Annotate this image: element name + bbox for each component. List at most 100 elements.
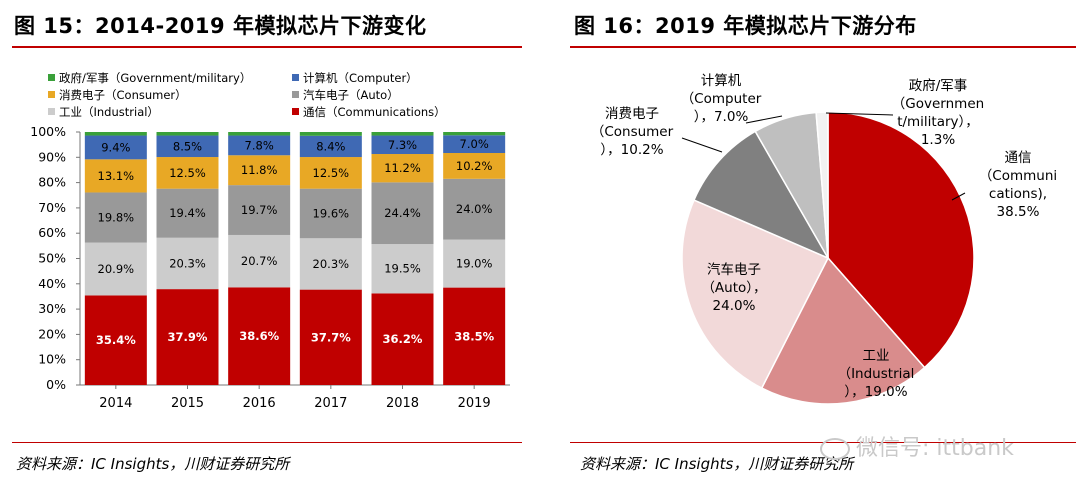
bar-segment-auto [443, 178, 506, 240]
bar-segment-consumer [299, 157, 362, 189]
legend-swatch-government [48, 74, 55, 81]
right-panel-title: 图 16：2019 年模拟芯片下游分布 [574, 14, 917, 38]
pie-chart: 通信 （Communi cations), 38.5% 工业 （Industrial ），1… [591, 73, 1057, 405]
legend-label-communications: 通信（Communications） [303, 105, 446, 119]
bar-segment-auto [228, 185, 291, 235]
slice-label-consumer: 消费电子 [605, 106, 659, 122]
y-tick-label: 30% [38, 301, 66, 316]
data-label-industrial: 20.7% [241, 254, 278, 268]
bar-segment-computer [228, 135, 291, 156]
legend-swatch-computer [292, 74, 299, 81]
data-label-auto: 19.8% [98, 211, 135, 225]
slice-label-auto: 24.0% [713, 298, 756, 314]
bar-segment-industrial [156, 237, 219, 290]
data-label-industrial: 19.0% [456, 257, 493, 271]
y-tick-label: 20% [38, 326, 66, 341]
slice-label-consumer: （Consumer [591, 124, 674, 140]
x-tick-label: 2017 [314, 396, 347, 411]
data-label-auto: 19.7% [241, 203, 278, 217]
bar-segment-auto [84, 192, 147, 243]
y-tick-label: 0% [46, 377, 66, 392]
bar-segment-computer [299, 135, 362, 158]
bar-segment-communications [228, 287, 291, 385]
data-label-communications: 37.9% [168, 330, 208, 344]
bar-segment-government [299, 132, 362, 136]
legend-swatch-communications [292, 108, 299, 115]
data-label-auto: 24.0% [456, 202, 493, 216]
bar-segment-industrial [228, 234, 291, 288]
right-source: 资料来源：IC Insights，川财证券研究所 [580, 455, 854, 473]
bar-segment-consumer [84, 159, 147, 193]
leader-line-government [825, 112, 894, 116]
left-source: 资料来源：IC Insights，川财证券研究所 [16, 455, 290, 473]
y-tick-label: 90% [38, 149, 66, 164]
data-label-consumer: 12.5% [313, 166, 350, 180]
bar-segment-industrial [84, 242, 147, 296]
data-label-communications: 35.4% [96, 333, 136, 347]
watermark: 微信号: ittbank [820, 430, 1014, 462]
bar-segment-consumer [156, 157, 219, 189]
pie-slice-consumer [693, 130, 830, 260]
bar-segment-communications [84, 295, 147, 385]
slice-label-communications: 通信 [1005, 150, 1032, 166]
bar-segment-government [371, 132, 434, 136]
leader-line-consumer [681, 137, 723, 153]
slice-label-auto: （Auto）， [701, 280, 766, 296]
y-tick-label: 10% [38, 352, 66, 367]
left-panel-title: 图 15：2014-2019 年模拟芯片下游变化 [14, 14, 427, 38]
bar-segment-communications [443, 287, 506, 385]
slice-label-government: （Governmen [892, 96, 984, 112]
y-tick-label: 80% [38, 175, 66, 190]
pie-slice-auto [681, 199, 830, 390]
legend-swatch-auto [292, 91, 299, 98]
bar-segment-government [156, 132, 219, 136]
slice-label-communications: 38.5% [997, 204, 1040, 220]
x-tick-label: 2015 [171, 396, 204, 411]
legend-label-government: 政府/军事（Government/military） [59, 71, 251, 85]
data-label-auto: 19.6% [313, 206, 350, 220]
bar-segment-communications [371, 293, 434, 385]
leader-line-computer [745, 115, 783, 124]
x-tick-label: 2014 [99, 396, 132, 411]
data-label-computer: 8.4% [316, 139, 345, 153]
bar-segment-government [228, 132, 291, 136]
leader-line-communications [951, 192, 966, 201]
bar-segment-industrial [371, 244, 434, 294]
pie-slice-government [815, 111, 829, 259]
y-tick-label: 70% [38, 200, 66, 215]
data-label-industrial: 20.3% [169, 256, 206, 270]
bar-segment-communications [299, 289, 362, 385]
bar-segment-computer [156, 135, 219, 158]
right-title-rule [570, 46, 1076, 48]
data-label-auto: 24.4% [384, 206, 421, 220]
watermark-text: 微信号: ittbank [856, 436, 1014, 461]
x-tick-label: 2016 [243, 396, 276, 411]
data-label-communications: 36.2% [383, 332, 423, 346]
x-tick-label: 2018 [386, 396, 419, 411]
bar-segment-industrial [299, 238, 362, 290]
slice-label-communications: cations), [989, 186, 1047, 202]
bar-segment-communications [156, 289, 219, 385]
slice-label-computer: ），7.0% [694, 109, 749, 125]
legend-label-industrial: 工业（Industrial） [59, 105, 159, 119]
data-label-communications: 38.5% [454, 329, 494, 343]
legend-swatch-industrial [48, 108, 55, 115]
stacked-bar-chart: 政府/军事（Government/military） 计算机（Computer） 消… [30, 71, 510, 411]
bar-segment-computer [371, 135, 434, 155]
left-source-rule [12, 442, 522, 443]
slice-label-consumer: ），10.2% [600, 142, 663, 158]
bar-segment-government [84, 132, 147, 136]
data-label-computer: 7.0% [460, 137, 489, 151]
legend-swatch-consumer [48, 91, 55, 98]
legend-label-consumer: 消费电子（Consumer） [59, 88, 187, 102]
bar-segment-consumer [443, 152, 506, 179]
slice-label-auto: 汽车电子 [707, 261, 761, 278]
y-tick-label: 50% [38, 251, 66, 266]
wechat-icon [820, 438, 850, 460]
bar-segment-government [443, 132, 506, 136]
data-label-consumer: 12.5% [169, 166, 206, 180]
x-tick-label: 2019 [458, 396, 491, 411]
slice-label-industrial: ），19.0% [844, 384, 907, 400]
data-label-industrial: 19.5% [384, 262, 421, 276]
slice-label-computer: （Computer [681, 91, 762, 107]
